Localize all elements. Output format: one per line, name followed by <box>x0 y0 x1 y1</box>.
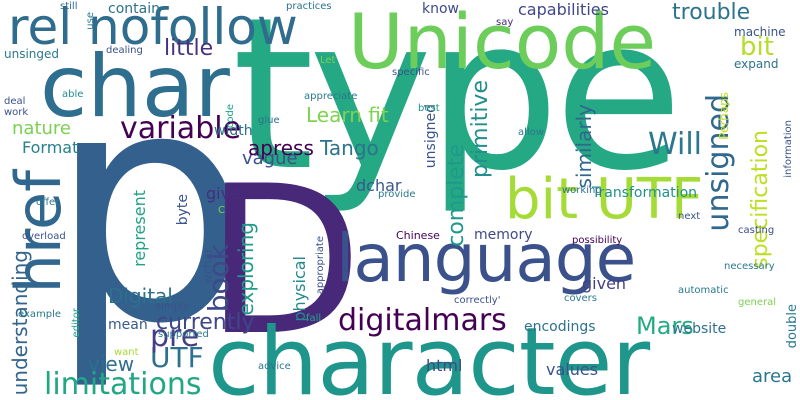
word-automatic: automatic <box>678 285 729 296</box>
word-language: language <box>336 220 636 297</box>
word-let: Let <box>320 55 336 66</box>
word-unsinged: unsinged <box>4 47 60 61</box>
word-trouble: trouble <box>672 0 751 25</box>
word-offer: offer <box>36 197 60 208</box>
word-necessary: necessary <box>724 261 775 272</box>
word-similarly: similarly <box>572 104 596 189</box>
word-specific: specific <box>392 67 430 78</box>
word-casting: casting <box>738 225 775 236</box>
word-wchar: wchar <box>201 248 215 285</box>
word-format: Format <box>22 138 79 157</box>
word-type: type <box>232 0 683 217</box>
word-learn-fit: Learn fit <box>306 103 389 127</box>
word-char: char <box>40 37 230 137</box>
word-rel-nofollow: rel nofollow <box>8 0 298 56</box>
word-little: little <box>164 36 214 61</box>
word-exploring: exploring <box>234 222 258 316</box>
word-width: width <box>214 123 253 139</box>
word-given: given <box>582 274 627 293</box>
word-will: Will <box>648 127 703 162</box>
word-use: use <box>85 12 96 30</box>
word-character: character <box>208 308 650 400</box>
word-dchar: dchar <box>356 176 402 195</box>
word-html: html <box>426 356 463 375</box>
word-nature: nature <box>12 118 71 139</box>
word-vague: vague <box>242 148 298 169</box>
word-byte: byte <box>175 194 191 226</box>
word-machine: machine <box>734 25 786 39</box>
word-complete: complete <box>444 144 469 247</box>
word-website: website <box>672 321 727 337</box>
word-memory: memory <box>474 227 533 243</box>
word-give: give <box>206 184 240 203</box>
word-appreciate: appreciate <box>304 91 358 102</box>
word-specification: specification <box>748 130 773 269</box>
word-apress: apress <box>248 136 314 160</box>
word-mars: Mars <box>636 312 694 340</box>
word-view: view <box>88 352 135 376</box>
word-double: double <box>785 304 800 349</box>
word-transformation: Transformation <box>592 185 698 201</box>
word-values: values <box>546 360 599 379</box>
word-covers: covers <box>564 293 598 304</box>
word-advice: advice <box>258 361 291 372</box>
word-example: example <box>18 309 62 320</box>
word-limitations: limitations <box>44 367 202 400</box>
word-correctly: correctly' <box>454 295 501 306</box>
word-variable: variable <box>120 111 242 146</box>
word-simply: simply <box>156 301 189 312</box>
word-capabilities: capabilities <box>518 0 609 19</box>
word-appropriate: appropriate <box>315 236 326 295</box>
word-code: code <box>225 104 236 129</box>
word-expand: expand <box>734 57 779 71</box>
word-p: p <box>48 22 252 394</box>
word-currently: currently <box>156 310 255 335</box>
word-possibility: possibility <box>572 235 623 246</box>
word-bit: bit <box>740 32 774 62</box>
word-information: information <box>783 120 794 178</box>
word-area: area <box>752 366 793 387</box>
word-provide: provide <box>378 189 416 200</box>
word-mean: mean <box>108 317 148 333</box>
word-next: next <box>678 211 701 222</box>
word-working: working <box>562 185 602 196</box>
word-understanding: understanding <box>8 250 32 396</box>
word-say: say <box>496 17 514 28</box>
word-contain: contain <box>108 1 160 17</box>
word-digitalmars: digitalmars <box>338 303 507 338</box>
word-dealing: dealing <box>106 45 143 56</box>
word-general: general <box>738 297 777 308</box>
word-chinese: Chinese <box>396 229 440 242</box>
word-bit-utf: bit UTF <box>505 167 704 232</box>
word-overload: overload <box>22 231 66 242</box>
word-c: C <box>218 205 225 216</box>
word-glue: glue <box>258 115 280 126</box>
word-pre: pre <box>150 319 200 354</box>
word-tango: Tango <box>320 136 379 160</box>
word-deal-work: deal work <box>4 96 29 118</box>
word-able: able <box>62 89 84 100</box>
word-encodings: encodings <box>524 319 596 335</box>
word-primitive: primitive <box>468 80 493 178</box>
word-fall: fall <box>306 313 322 324</box>
word-supported: supported <box>158 329 209 340</box>
word-want: want <box>114 347 139 358</box>
word-perhaps: Perhaps <box>717 92 731 140</box>
word-utf: UTF <box>150 341 204 374</box>
word-physical: physical <box>290 256 309 322</box>
word-editor: editor <box>71 308 82 338</box>
word-digital: Digital <box>108 284 173 308</box>
word-allow: allow <box>518 127 544 138</box>
word-unicode: Unicode <box>348 0 657 86</box>
word-D: D <box>205 143 363 381</box>
word-best: best <box>418 103 440 114</box>
word-know: know <box>422 1 459 17</box>
word-practices: practices <box>286 1 332 12</box>
word-represent: represent <box>130 190 149 267</box>
word-still: still <box>60 1 78 12</box>
